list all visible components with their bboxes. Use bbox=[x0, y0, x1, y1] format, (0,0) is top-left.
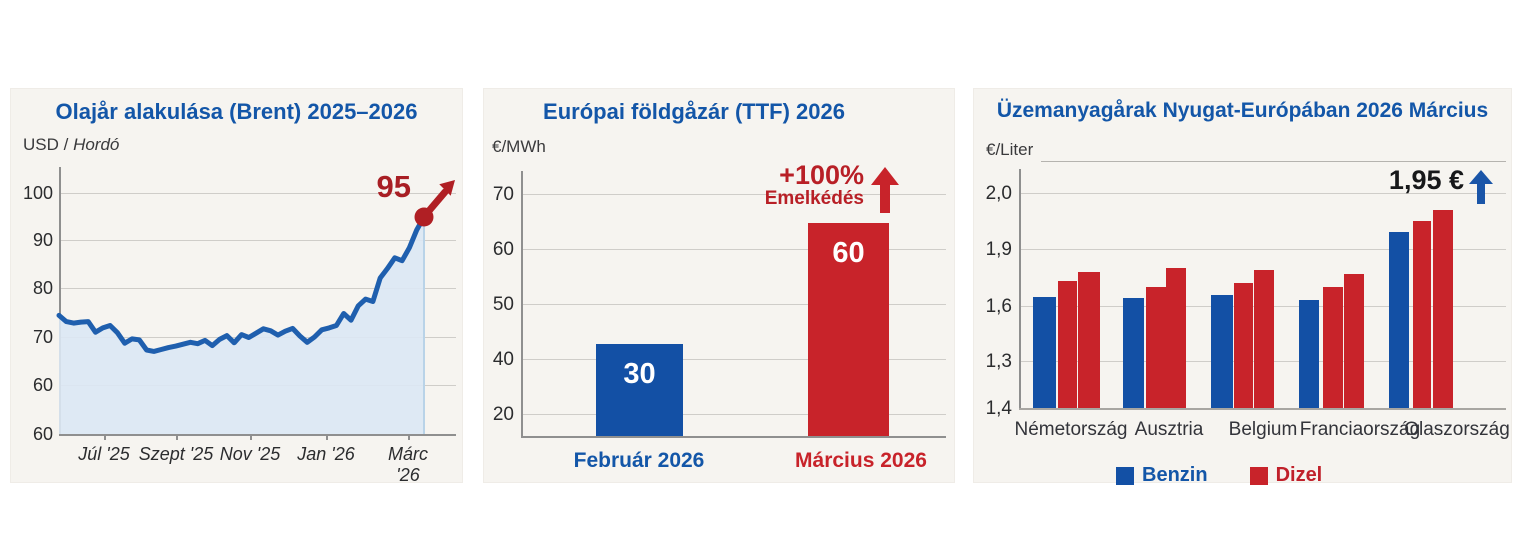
ttf-gas-chart-panel: Európai földgåzár (TTF) 2026 €/MWh 70 60 5… bbox=[483, 88, 955, 483]
gridline bbox=[1019, 193, 1506, 194]
fuel-price-bar bbox=[1078, 271, 1100, 408]
y-tick-label: 80 bbox=[32, 278, 53, 298]
chart-title-ttf: Európai földgåzár (TTF) 2026 bbox=[543, 99, 845, 124]
unit-text: USD / bbox=[23, 135, 74, 154]
fuel-price-bar bbox=[1058, 281, 1077, 408]
area-fill bbox=[59, 217, 424, 434]
trend-arrow-shaft bbox=[424, 188, 449, 216]
end-value-annotation: 95 bbox=[376, 169, 411, 204]
benzin-swatch-icon bbox=[1116, 466, 1134, 485]
country-label: Olaszország bbox=[1404, 419, 1510, 440]
gridline bbox=[521, 304, 946, 305]
fuel-price-bar bbox=[1344, 273, 1364, 408]
gridline bbox=[521, 359, 946, 360]
bar-value-label: 30 bbox=[623, 358, 656, 391]
x-axis-line bbox=[1019, 408, 1506, 410]
fuel-price-bar bbox=[1234, 283, 1253, 408]
brent-line-svg bbox=[56, 180, 455, 434]
x-tick-label: Jan '26 bbox=[297, 444, 355, 464]
blue-up-arrow-icon bbox=[1469, 170, 1493, 204]
fuel-price-bar bbox=[1323, 287, 1343, 408]
increase-word: Emelkédés bbox=[764, 188, 864, 210]
top-rule bbox=[1041, 161, 1506, 162]
y-axis-unit-fuel: €/Liter bbox=[986, 140, 1034, 159]
gridline bbox=[1019, 249, 1506, 250]
price-annotation: 1,95 € bbox=[1388, 165, 1464, 195]
x-tick-mark bbox=[104, 434, 106, 440]
bar-value-label: 60 bbox=[832, 237, 865, 270]
fuel-price-bar bbox=[1299, 300, 1319, 408]
gridline bbox=[521, 249, 946, 250]
y-axis-line bbox=[1019, 169, 1021, 408]
fuel-prices-chart-panel: Üzemanyagårak Nyugat-Európában 2026 Márc… bbox=[973, 88, 1512, 486]
y-tick-label: 60 bbox=[32, 375, 53, 395]
country-label: Ausztria bbox=[1134, 419, 1204, 440]
fuel-price-bar bbox=[1211, 294, 1233, 408]
gas-price-bar bbox=[596, 344, 683, 436]
y-tick-label: 1,6 bbox=[985, 296, 1012, 317]
legend-label-dizel: Dizel bbox=[1275, 464, 1323, 486]
y-tick-label: 60 bbox=[492, 239, 514, 260]
increase-annotation: +100% Emelkédés bbox=[694, 161, 864, 209]
y-axis-line bbox=[521, 171, 523, 436]
y-tick-label: 50 bbox=[492, 294, 514, 315]
y-tick-label: 2,0 bbox=[985, 183, 1012, 204]
x-tick-label: Szept '25 bbox=[138, 444, 214, 464]
chart-title-brent: Olajår alakulása (Brent) 2025–2026 bbox=[55, 99, 418, 124]
country-label: Németország bbox=[1014, 419, 1128, 440]
x-axis-line bbox=[59, 434, 456, 436]
fuel-price-bar bbox=[1254, 269, 1274, 408]
x-tick-mark bbox=[250, 434, 252, 440]
fuel-price-bar bbox=[1146, 287, 1166, 408]
x-tick-label: Márc '26 bbox=[388, 444, 428, 485]
unit-text-italic: Hordó bbox=[73, 135, 120, 154]
gridline bbox=[521, 414, 946, 415]
y-tick-label: 70 bbox=[492, 184, 514, 205]
gridline bbox=[59, 240, 456, 241]
end-point-dot bbox=[414, 207, 434, 227]
trend-arrow-head-icon bbox=[439, 180, 455, 196]
x-tick-mark bbox=[326, 434, 328, 440]
y-tick-label: 100 bbox=[22, 183, 53, 203]
fuel-price-bar bbox=[1389, 232, 1409, 408]
gridline bbox=[59, 193, 456, 194]
country-label: Belgium bbox=[1228, 419, 1298, 440]
gridline bbox=[521, 194, 946, 195]
y-tick-label: 60 bbox=[32, 424, 53, 444]
y-tick-label: 90 bbox=[32, 230, 53, 250]
red-up-arrow-icon bbox=[871, 167, 899, 213]
legend-label-benzin: Benzin bbox=[1142, 464, 1208, 486]
brent-oil-chart-panel: Olajår alakulása (Brent) 2025–2026 USD /… bbox=[10, 88, 463, 485]
price-line bbox=[56, 214, 427, 354]
x-tick-mark bbox=[408, 434, 410, 440]
x-tick-label: Nov '25 bbox=[219, 444, 281, 464]
x-axis-line bbox=[521, 436, 946, 438]
category-label: Február 2026 bbox=[573, 449, 705, 472]
y-axis-line bbox=[59, 167, 61, 434]
gridline bbox=[59, 288, 456, 289]
category-label: Március 2026 bbox=[795, 449, 927, 472]
y-tick-label: 40 bbox=[492, 349, 514, 370]
y-tick-label: 1,4 bbox=[985, 398, 1012, 419]
y-tick-label: 1,9 bbox=[985, 239, 1012, 260]
y-axis-unit-ttf: €/MWh bbox=[492, 137, 546, 156]
fuel-price-bar bbox=[1413, 221, 1431, 408]
y-tick-label: 20 bbox=[492, 404, 514, 425]
fuel-price-bar bbox=[1433, 209, 1453, 408]
x-tick-label: Júl '25 bbox=[78, 444, 130, 464]
country-label: Franciaország bbox=[1299, 419, 1421, 440]
increase-percent: +100% bbox=[779, 160, 864, 190]
legend: Benzin Dizel bbox=[1116, 464, 1322, 487]
y-axis-unit-brent: USD / Hordó bbox=[23, 135, 119, 155]
chart-title-fuel: Üzemanyagårak Nyugat-Európában 2026 Márc… bbox=[996, 99, 1489, 122]
fuel-price-bar bbox=[1123, 298, 1144, 408]
y-tick-label: 1,3 bbox=[985, 351, 1012, 372]
y-tick-label: 70 bbox=[32, 327, 53, 347]
dizel-swatch-icon bbox=[1249, 466, 1268, 485]
gas-price-bar bbox=[808, 223, 889, 436]
x-tick-mark bbox=[176, 434, 178, 440]
fuel-price-bar bbox=[1033, 296, 1056, 408]
fuel-price-bar bbox=[1166, 268, 1186, 408]
